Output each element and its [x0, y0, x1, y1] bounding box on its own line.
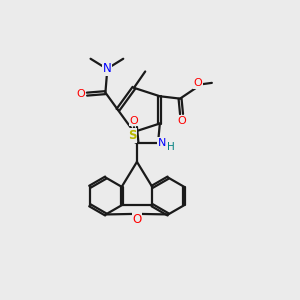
- Text: S: S: [128, 129, 137, 142]
- Text: O: O: [194, 79, 202, 88]
- Text: N: N: [103, 62, 111, 75]
- Text: O: O: [130, 116, 138, 125]
- Text: O: O: [177, 116, 186, 126]
- Text: O: O: [76, 89, 85, 99]
- Text: N: N: [158, 137, 166, 148]
- Text: H: H: [167, 142, 175, 152]
- Text: O: O: [132, 213, 142, 226]
